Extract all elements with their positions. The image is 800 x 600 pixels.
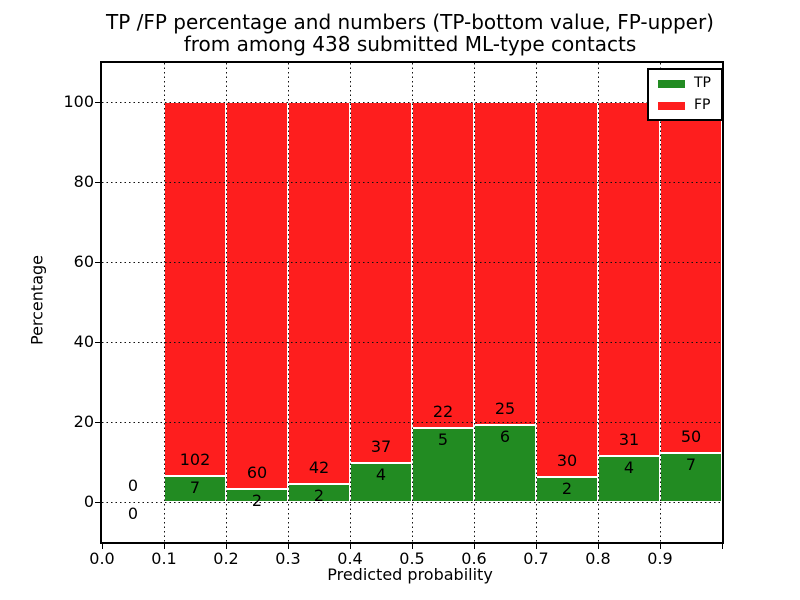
bar-fp-segment [226, 102, 288, 490]
bar-fp-count-label: 22 [432, 401, 454, 421]
chart-title-line-1: TP /FP percentage and numbers (TP-bottom… [106, 10, 714, 34]
bar-tp-segment [350, 462, 412, 502]
bar-fp-count-label: 37 [370, 436, 392, 456]
bar-fp-count-label: 42 [308, 457, 330, 477]
x-tick-label: 0.4 [337, 549, 363, 568]
x-axis-tick [473, 544, 475, 549]
bar-fp-count-label: 60 [246, 463, 268, 483]
bar-tp-count-label: 7 [189, 478, 201, 498]
bar-fp-segment [660, 102, 722, 453]
y-tick-label: 60 [73, 252, 94, 271]
y-tick-label: 100 [63, 92, 94, 111]
bar-tp-count-label: 0 [127, 504, 139, 523]
y-tick-label: 0 [83, 492, 94, 511]
bar-tp-count-label: 2 [561, 479, 573, 498]
x-axis-tick [411, 544, 413, 549]
bar-tp-count-label: 2 [251, 491, 263, 511]
bar-fp-count-label: 25 [494, 398, 516, 418]
legend-label-tp: TP [694, 75, 711, 91]
x-tick-label: 0.9 [647, 549, 673, 568]
bar-fp-segment [350, 102, 412, 463]
chart-title-line-2: from among 438 submitted ML-type contact… [183, 32, 637, 56]
x-tick-label: 0.5 [399, 549, 425, 568]
legend-label-fp: FP [694, 97, 711, 113]
bar-tp-segment [474, 424, 536, 502]
bar-tp-segment [164, 476, 226, 502]
fp-swatch-icon [658, 101, 685, 110]
x-axis-tick [163, 544, 165, 549]
x-axis-tick [287, 544, 289, 549]
x-tick-label: 0.2 [213, 549, 239, 568]
x-axis-label: Predicted probability [327, 565, 493, 584]
gridline-vertical [287, 63, 289, 542]
x-tick-label: 0.6 [461, 549, 487, 568]
y-axis-tick [95, 261, 100, 263]
bar-tp-count-label: 4 [623, 458, 635, 478]
plot-area: 0.0 0.1 0.2 0.3 0.4 0.5 0.6 0.7 0.8 0.9 0 20 40 60 80 1… [63, 61, 724, 568]
gridline-vertical [349, 63, 351, 542]
x-axis-tick [349, 544, 351, 549]
bar-fp-count-label: 31 [618, 430, 640, 450]
y-axis-tick [95, 101, 100, 103]
bar-fp-segment [412, 102, 474, 428]
bar-tp-count-label: 4 [375, 464, 387, 484]
bar-tp-segment [412, 427, 474, 502]
y-tick-label: 20 [73, 412, 94, 431]
y-axis-tick [95, 421, 100, 423]
bar-fp-count-label: 30 [556, 451, 578, 470]
x-tick-label: 0.0 [89, 549, 115, 568]
bar-fp-segment [536, 102, 598, 477]
legend-item-fp: FP [658, 97, 711, 114]
x-tick-label: 0.7 [523, 549, 549, 568]
bar-tp-segment [660, 452, 722, 502]
legend: TP FP [647, 68, 723, 121]
gridline-vertical [163, 63, 165, 542]
bar-fp-segment [474, 102, 536, 425]
x-axis-tick [535, 544, 537, 549]
x-tick-label: 0.8 [585, 549, 611, 568]
bar-fp-count-label: 0 [127, 476, 139, 495]
bar-tp-segment [598, 456, 660, 502]
bar-tp-count-label: 7 [685, 454, 697, 474]
x-axis-tick [721, 544, 723, 549]
bar-fp-count-label: 50 [680, 426, 702, 446]
bar-fp-segment [598, 102, 660, 457]
gridline-vertical [659, 63, 661, 542]
bar-fp-segment [288, 102, 350, 484]
gridline-vertical [597, 63, 599, 542]
legend-item-tp: TP [658, 75, 711, 92]
bar-tp-count-label: 5 [437, 429, 449, 449]
gridline-vertical [411, 63, 413, 542]
y-axis-tick [95, 181, 100, 183]
tp-swatch-icon [658, 79, 685, 88]
x-axis-tick [659, 544, 661, 549]
bar-tp-count-label: 6 [499, 426, 511, 446]
x-tick-label: 0.3 [275, 549, 301, 568]
gridline-vertical [473, 63, 475, 542]
gridline-vertical [225, 63, 227, 542]
bar-fp-segment [164, 102, 226, 477]
y-tick-label: 80 [73, 172, 94, 191]
bar-fp-count-label: 102 [179, 450, 211, 470]
x-tick-label: 0.1 [151, 549, 177, 568]
chart-title: TP /FP percentage and numbers (TP-bottom… [100, 11, 720, 55]
x-axis-tick [597, 544, 599, 549]
y-axis-tick [95, 501, 100, 503]
y-axis-tick [95, 341, 100, 343]
x-axis-tick [101, 544, 103, 549]
y-tick-label: 40 [73, 332, 94, 351]
gridline-vertical [535, 63, 537, 542]
bar-tp-count-label: 2 [313, 485, 325, 505]
x-axis-tick [225, 544, 227, 549]
